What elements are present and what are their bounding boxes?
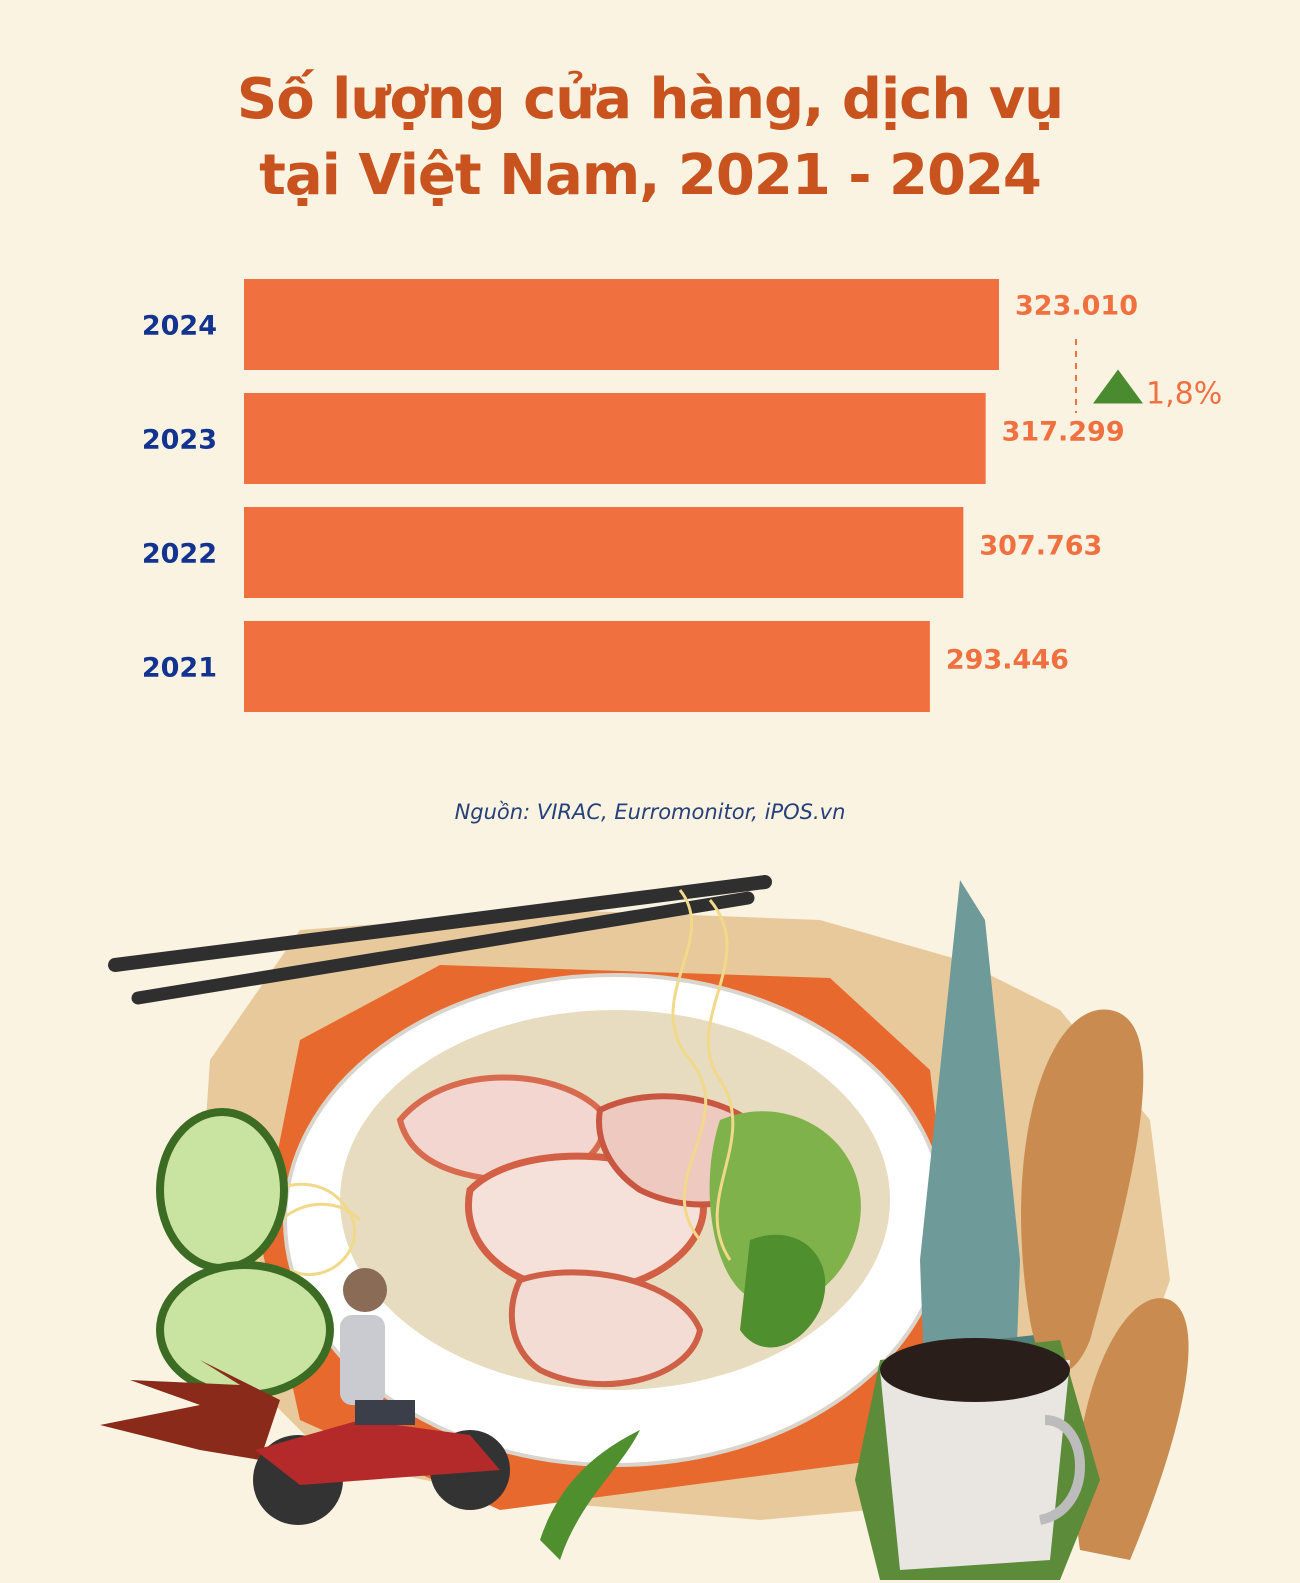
chart-title-line-2: tại Việt Nam, 2021 - 2024	[259, 143, 1042, 208]
year-label-2022: 2022	[142, 539, 217, 570]
bar-2021	[244, 621, 930, 712]
year-label-2024: 2024	[142, 311, 217, 342]
year-label-2021: 2021	[142, 653, 217, 684]
bread-stick-1	[1021, 1009, 1144, 1373]
cilantro	[540, 1430, 640, 1560]
bread-stick-2	[1076, 1298, 1189, 1560]
value-label-2023: 317.299	[1002, 417, 1125, 448]
bar-2023	[244, 393, 986, 484]
burst-shape	[100, 1360, 280, 1460]
source-note: Nguồn: VIRAC, Eurromonitor, iPOS.vn	[454, 800, 846, 824]
lettuce	[709, 1111, 861, 1306]
chopstick-2	[131, 891, 755, 1005]
pork-slice-4	[508, 1269, 704, 1388]
chopstick-1	[108, 875, 772, 972]
cucumber-2	[156, 1261, 334, 1399]
motorbike-rider-icon	[253, 1268, 510, 1525]
growth-up-arrow-icon	[1093, 369, 1143, 404]
bar-chart: 2024 323.010 2023 317.299 2022 307.763 2021 293…	[142, 279, 1222, 712]
food-illustration	[100, 875, 1189, 1580]
chart-title-line-1: Số lượng cửa hàng, dịch vụ	[236, 67, 1064, 132]
noodles	[671, 889, 735, 1261]
year-label-2023: 2023	[142, 425, 217, 456]
value-label-2022: 307.763	[979, 531, 1102, 562]
chart-title: Số lượng cửa hàng, dịch vụ tại Việt Nam,…	[0, 62, 1300, 214]
coffee-cup-icon	[880, 1338, 1085, 1570]
value-label-2024: 323.010	[1015, 291, 1138, 322]
growth-label: 1,8%	[1146, 377, 1222, 412]
value-label-2021: 293.446	[946, 645, 1069, 676]
herb	[740, 1234, 826, 1348]
bar-2024	[244, 279, 999, 370]
bar-2022	[244, 507, 964, 598]
cucumber-1	[156, 1108, 288, 1272]
